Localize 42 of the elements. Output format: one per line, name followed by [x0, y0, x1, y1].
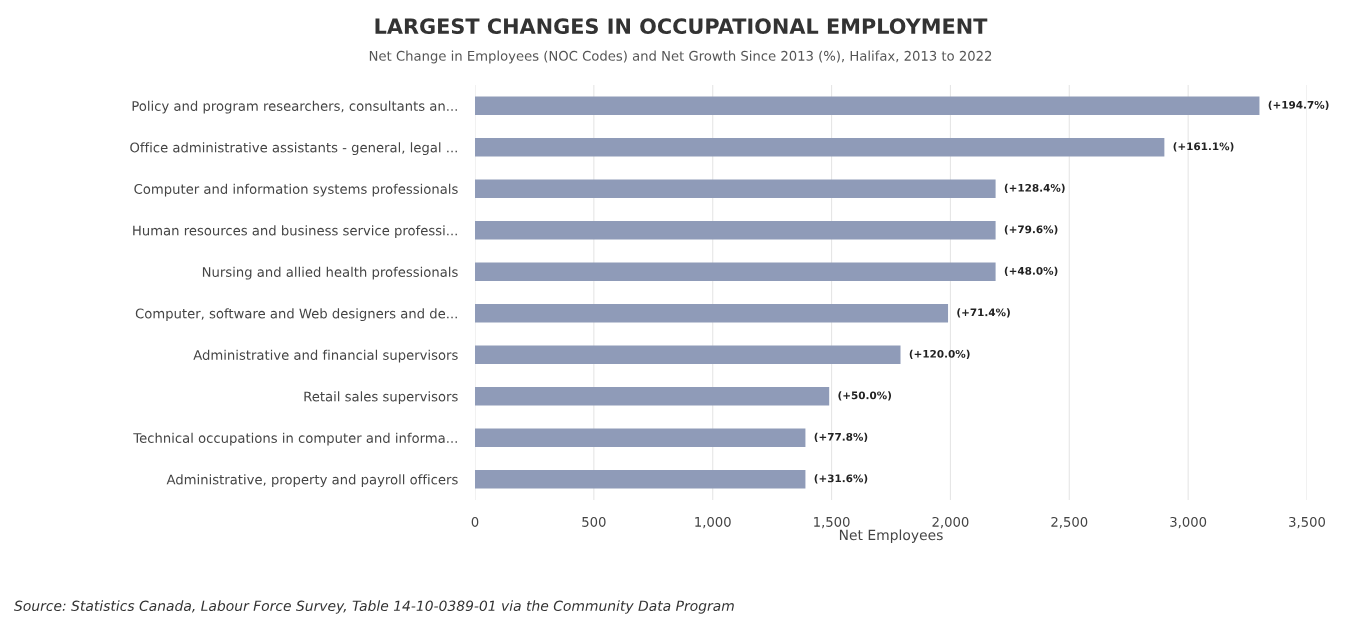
annotation: (+77.8%)	[814, 432, 868, 442]
bar	[475, 469, 806, 489]
x-tick-label: 0	[471, 516, 479, 527]
annotation: (+31.6%)	[814, 474, 868, 484]
bar	[475, 345, 901, 365]
y-tick-label: Human resources and business service professi...	[133, 225, 457, 239]
chart-subtitle: Net Change in Employees (NOC Codes) and Net Growth Since 2013 (%), Halifax, 2013 to 2022	[369, 50, 992, 64]
bar	[475, 262, 996, 282]
y-tick-label: Office administrative assistants - general, legal ...	[130, 142, 457, 156]
annotation: (+50.0%)	[838, 391, 892, 401]
y-tick-label: Administrative, property and payroll officers	[166, 474, 458, 488]
x-tick-label: 3,500	[1289, 516, 1326, 529]
x-tick-label: 3,000	[1170, 516, 1207, 529]
annotation: (+161.1%)	[1173, 142, 1234, 152]
y-tick-label: Administrative and financial supervisors	[193, 349, 458, 363]
bar	[475, 428, 806, 448]
x-tick-label: 1,500	[814, 516, 850, 529]
bar	[475, 179, 996, 199]
x-axis-title: Net Employees	[839, 529, 943, 543]
x-tick-label: 2,500	[1051, 516, 1088, 529]
bar	[475, 303, 949, 323]
y-tick-label: Technical occupations in computer and informa...	[133, 432, 457, 446]
y-tick-label: Retail sales supervisors	[304, 391, 458, 405]
bar	[475, 386, 830, 406]
annotation: (+120.0%)	[909, 349, 970, 359]
annotation: (+79.6%)	[1004, 225, 1058, 235]
x-tick-label: 500	[582, 516, 606, 527]
y-tick-label: Policy and program researchers, consultants an...	[132, 100, 457, 114]
bar	[475, 96, 1260, 116]
y-tick-label: Computer and information systems professionals	[134, 183, 458, 197]
y-tick-label: Computer, software and Web designers and de...	[135, 308, 457, 322]
source-note: Source: Statistics Canada, Labour Force Survey, Table 14-10-0389-01 via the Community Data Program	[14, 600, 734, 614]
chart-title: LARGEST CHANGES IN OCCUPATIONAL EMPLOYMENT	[375, 18, 988, 35]
annotation: (+128.4%)	[1004, 183, 1065, 193]
annotation: (+194.7%)	[1268, 100, 1329, 110]
x-tick-label: 1,000	[695, 516, 731, 529]
annotation: (+48.0%)	[1004, 266, 1058, 276]
x-tick-label: 2,000	[932, 516, 969, 529]
annotation: (+71.4%)	[957, 308, 1010, 318]
bar	[475, 137, 1165, 157]
y-tick-label: Nursing and allied health professionals	[202, 266, 458, 280]
bar	[475, 220, 996, 240]
